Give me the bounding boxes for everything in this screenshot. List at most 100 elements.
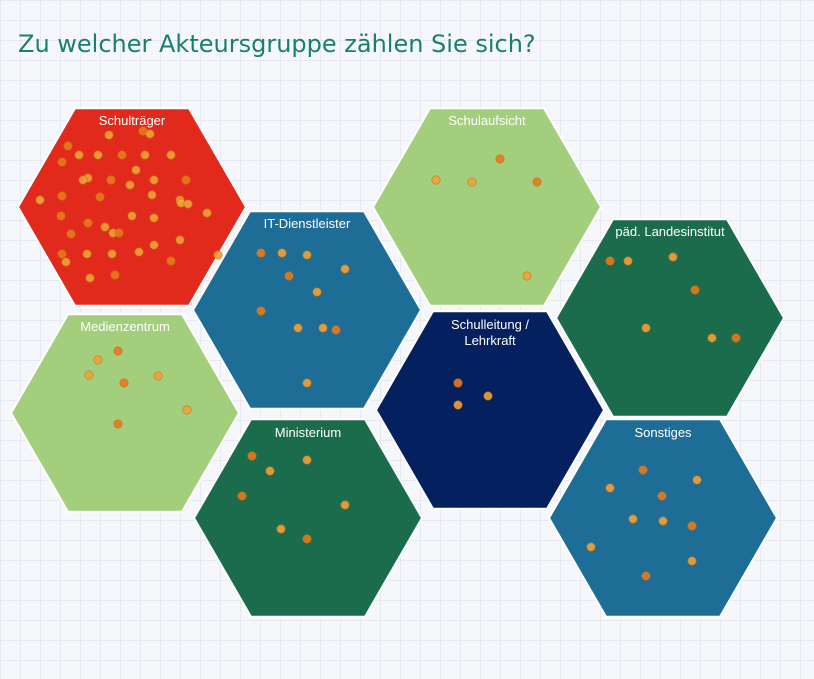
response-dot [331, 325, 341, 335]
hexagon-label: Sonstiges [634, 425, 692, 440]
response-dot [276, 524, 286, 534]
response-dot [318, 323, 328, 333]
hexagon-label: Ministerium [275, 425, 341, 440]
response-dot [83, 218, 93, 228]
hexagon-paed-landesinstitut[interactable]: päd. Landesinstitut [554, 218, 786, 418]
response-dot [237, 491, 247, 501]
response-dot [605, 483, 615, 493]
response-dot [147, 190, 157, 200]
response-dot [127, 211, 137, 221]
response-dot [78, 175, 88, 185]
hexagon-shape[interactable] [16, 107, 248, 307]
hexagon-shape[interactable] [554, 218, 786, 418]
hexagon-shape[interactable] [9, 313, 241, 513]
hexagon-medienzentrum[interactable]: Medienzentrum [9, 313, 241, 513]
response-dot [707, 333, 717, 343]
hexagon-sonstiges[interactable]: Sonstiges [547, 418, 779, 618]
hexagon-shape[interactable] [191, 210, 423, 410]
response-dot [125, 180, 135, 190]
response-dot [84, 370, 94, 380]
response-dot [247, 451, 257, 461]
response-dot [57, 191, 67, 201]
response-dot [140, 150, 150, 160]
response-dot [93, 150, 103, 160]
response-dot [213, 250, 223, 260]
response-dot [145, 129, 155, 139]
hexagon-label: IT-Dienstleister [264, 216, 351, 231]
response-dot [265, 466, 275, 476]
response-dot [63, 141, 73, 151]
response-dot [340, 264, 350, 274]
response-dot [113, 419, 123, 429]
response-dot [690, 285, 700, 295]
response-dot [293, 323, 303, 333]
response-dot [95, 192, 105, 202]
response-dot [107, 249, 117, 259]
response-dot [149, 213, 159, 223]
hexagon-shape[interactable] [374, 310, 606, 510]
response-dot [658, 516, 668, 526]
response-dot [467, 177, 477, 187]
response-dot [117, 150, 127, 160]
hexagon-schultraeger[interactable]: Schulträger [16, 107, 248, 307]
response-dot [605, 256, 615, 266]
response-dot [149, 175, 159, 185]
response-dot [522, 271, 532, 281]
response-dot [114, 228, 124, 238]
hexagon-shape[interactable] [371, 107, 603, 307]
response-dot [340, 500, 350, 510]
response-dot [256, 306, 266, 316]
page-title: Zu welcher Akteursgruppe zählen Sie sich… [18, 30, 536, 58]
hexagon-label: Schulaufsicht [448, 113, 526, 128]
response-dot [483, 391, 493, 401]
response-dot [202, 208, 212, 218]
response-dot [100, 222, 110, 232]
response-dot [149, 240, 159, 250]
response-dot [183, 199, 193, 209]
response-dot [687, 556, 697, 566]
response-dot [312, 287, 322, 297]
hexagon-label: Lehrkraft [464, 333, 516, 348]
response-dot [453, 400, 463, 410]
hexagon-label: päd. Landesinstitut [615, 224, 725, 239]
response-dot [182, 405, 192, 415]
response-dot [82, 249, 92, 259]
hexagon-label: Schulleitung / [451, 317, 529, 332]
response-dot [623, 256, 633, 266]
response-dot [61, 257, 71, 267]
response-dot [668, 252, 678, 262]
response-dot [131, 165, 141, 175]
response-dot [74, 150, 84, 160]
response-dot [175, 235, 185, 245]
hexagon-schulaufsicht[interactable]: Schulaufsicht [371, 107, 603, 307]
response-dot [85, 273, 95, 283]
response-dot [641, 323, 651, 333]
response-dot [532, 177, 542, 187]
response-dot [35, 195, 45, 205]
response-dot [302, 250, 312, 260]
response-dot [302, 455, 312, 465]
response-dot [93, 355, 103, 365]
hexagon-ministerium[interactable]: Ministerium [192, 418, 424, 618]
hexagon-label: Medienzentrum [80, 319, 170, 334]
response-dot [657, 491, 667, 501]
hexagon-schulleitung-lehrkraft[interactable]: Schulleitung /Lehrkraft [374, 310, 606, 510]
response-dot [302, 534, 312, 544]
response-dot [106, 175, 116, 185]
response-dot [687, 521, 697, 531]
response-dot [166, 150, 176, 160]
response-dot [586, 542, 596, 552]
response-dot [181, 175, 191, 185]
hexagon-shape[interactable] [192, 418, 424, 618]
response-dot [256, 248, 266, 258]
response-dot [110, 270, 120, 280]
response-dot [134, 247, 144, 257]
hexagon-it-dienstleister[interactable]: IT-Dienstleister [191, 210, 423, 410]
hexagon-label: Schulträger [99, 113, 166, 128]
response-dot [628, 514, 638, 524]
response-dot [495, 154, 505, 164]
response-dot [153, 371, 163, 381]
response-dot [104, 130, 114, 140]
response-dot [731, 333, 741, 343]
